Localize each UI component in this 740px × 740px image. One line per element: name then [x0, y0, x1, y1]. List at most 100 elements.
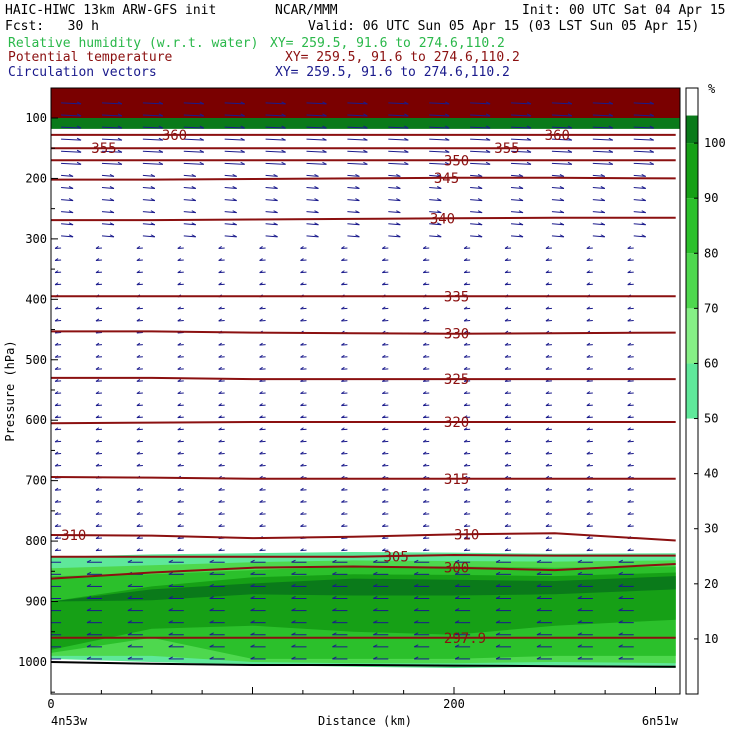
wind-vector — [101, 113, 123, 117]
wind-vector — [536, 632, 552, 636]
wind-vector — [422, 451, 430, 455]
wind-vector — [265, 210, 278, 214]
wind-vector — [577, 620, 593, 624]
wind-vector — [586, 451, 593, 455]
theta-label-345: 345 — [434, 171, 459, 187]
wind-vector — [218, 378, 225, 382]
wind-vector — [183, 161, 205, 165]
y-tick-label: 1000 — [18, 655, 47, 669]
wind-vector — [142, 161, 164, 165]
theta-label-360: 360 — [162, 128, 187, 144]
wind-vector — [551, 113, 573, 117]
wind-vector — [177, 306, 184, 310]
wind-vector — [259, 246, 266, 249]
wind-vector — [332, 583, 348, 587]
wind-vector — [341, 354, 348, 358]
colorbar-segment — [686, 363, 698, 419]
wind-vector — [382, 342, 389, 346]
wind-vector — [142, 125, 164, 129]
x-tick-label: 0 — [47, 697, 54, 711]
wind-vector — [463, 282, 471, 286]
wind-vector — [61, 173, 74, 177]
wind-vector — [627, 427, 634, 431]
wind-vector — [592, 113, 614, 117]
wind-vector — [504, 318, 512, 322]
wind-vector — [95, 282, 103, 286]
wind-vector — [463, 258, 471, 262]
wind-vector — [332, 620, 348, 624]
wind-vector — [332, 596, 348, 599]
wind-vector — [177, 246, 184, 249]
wind-vector — [463, 318, 471, 322]
wind-vector — [463, 366, 471, 370]
wind-vector — [300, 403, 307, 407]
wind-vector — [300, 391, 307, 395]
wind-vector — [127, 656, 143, 660]
colorbar-frame — [685, 87, 699, 695]
wind-vector — [142, 137, 164, 141]
wind-vector — [183, 222, 197, 226]
wind-vector — [592, 198, 606, 202]
wind-vector — [218, 354, 225, 358]
rh-field-label: Relative humidity (w.r.t. water) — [8, 36, 259, 51]
wind-vector — [332, 608, 348, 612]
header-title: HAIC-HIWC 13km ARW-GFS init — [5, 3, 217, 18]
wind-vector — [54, 451, 62, 455]
wind-vector — [177, 524, 184, 527]
wind-vector — [633, 161, 654, 165]
wind-vector — [332, 559, 348, 563]
wind-vector — [291, 571, 307, 575]
wind-vector — [95, 366, 103, 370]
wind-vector — [341, 366, 348, 370]
wind-vector — [633, 210, 646, 214]
wind-vector — [347, 149, 368, 153]
wind-vector — [168, 608, 184, 612]
wind-vector — [463, 354, 471, 358]
wind-vector — [382, 487, 389, 491]
wind-vector — [177, 282, 184, 286]
wind-vector — [136, 499, 143, 503]
wind-vector — [224, 186, 237, 190]
wind-vector — [627, 511, 634, 515]
wind-vector — [373, 656, 389, 660]
wind-vector — [142, 186, 156, 190]
wind-vector — [177, 463, 184, 467]
wind-vector — [551, 125, 573, 129]
wind-vector — [177, 378, 184, 382]
y-axis-title: Pressure (hPa) — [3, 340, 17, 441]
header-valid: Valid: 06 UTC Sun 05 Apr 15 (03 LST Sun … — [308, 19, 700, 34]
wind-vector — [259, 306, 266, 310]
wind-vector — [224, 161, 245, 165]
wind-vector — [224, 125, 245, 129]
wind-vector — [54, 403, 62, 407]
wind-vector — [618, 583, 634, 587]
wind-vector — [627, 487, 634, 491]
wind-vector — [627, 306, 634, 310]
wind-vector — [545, 415, 552, 419]
wind-vector — [388, 149, 409, 153]
wind-vector — [306, 125, 327, 129]
wind-vector — [136, 536, 143, 540]
wind-vector — [347, 186, 360, 190]
wind-vector — [422, 463, 430, 467]
wind-vector — [429, 186, 442, 190]
wind-vector — [177, 511, 184, 515]
wind-vector — [586, 439, 593, 443]
wind-vector — [470, 113, 491, 117]
wind-vector — [218, 451, 225, 455]
wind-vector — [422, 354, 430, 358]
theta-contour-345 — [51, 176, 676, 181]
plot-frame — [50, 87, 681, 695]
wind-vector — [382, 306, 389, 310]
wind-vector — [586, 366, 593, 370]
wind-vector — [627, 282, 634, 286]
wind-vector — [551, 222, 565, 226]
wind-vector — [495, 583, 512, 587]
wind-vector — [250, 620, 266, 624]
wind-vector — [306, 137, 327, 141]
wind-vector — [51, 585, 62, 587]
wind-vector — [422, 427, 430, 431]
wind-vector — [183, 234, 197, 238]
wind-vector — [536, 620, 552, 624]
wind-vector — [306, 222, 319, 226]
